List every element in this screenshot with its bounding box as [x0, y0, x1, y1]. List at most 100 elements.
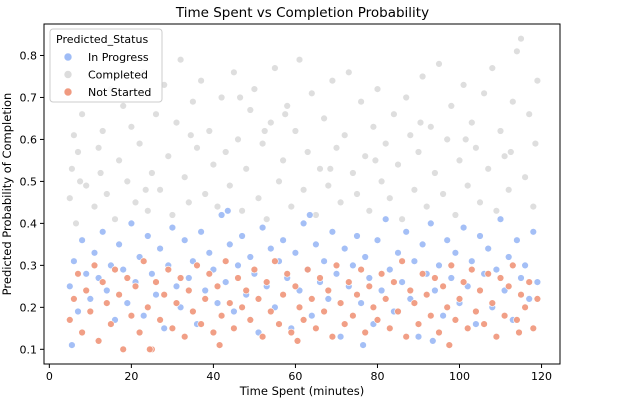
point-not-started: [455, 295, 464, 303]
point-not-started: [410, 299, 419, 307]
legend-title: Predicted_Status: [56, 33, 148, 46]
point-completed: [111, 215, 119, 223]
point-completed: [242, 165, 250, 173]
point-not-started: [332, 261, 341, 270]
point-not-started: [488, 299, 496, 307]
point-in-progress: [160, 324, 168, 332]
point-not-started: [90, 261, 99, 270]
point-completed: [234, 135, 242, 144]
point-in-progress: [226, 240, 234, 249]
point-completed: [341, 131, 349, 139]
point-not-started: [316, 274, 324, 282]
point-not-started: [515, 328, 523, 337]
point-in-progress: [357, 299, 365, 307]
point-not-started: [386, 324, 394, 332]
point-not-started: [447, 261, 455, 270]
point-not-started: [230, 324, 238, 332]
point-completed: [418, 72, 427, 81]
point-completed: [505, 186, 513, 194]
point-not-started: [283, 270, 291, 278]
point-completed: [476, 198, 484, 207]
point-completed: [320, 114, 328, 123]
point-not-started: [361, 328, 369, 337]
point-not-started: [484, 270, 492, 278]
point-completed: [324, 181, 332, 190]
legend-entries: In Progress Completed Not Started: [63, 51, 151, 99]
point-not-started: [146, 345, 154, 353]
point-completed: [402, 93, 410, 102]
point-not-started: [258, 333, 267, 341]
point-completed: [152, 110, 160, 118]
point-not-started: [304, 265, 312, 274]
point-completed: [189, 97, 197, 106]
point-not-started: [336, 299, 345, 307]
point-completed: [455, 156, 464, 165]
point-completed: [431, 169, 439, 177]
point-not-started: [250, 265, 259, 274]
point-not-started: [189, 307, 197, 316]
point-completed: [263, 215, 271, 223]
point-not-started: [213, 282, 222, 290]
point-not-started: [418, 270, 427, 278]
point-not-started: [144, 303, 152, 311]
point-in-progress: [533, 278, 542, 286]
point-in-progress: [349, 261, 357, 270]
point-completed: [382, 139, 390, 148]
point-not-started: [263, 278, 271, 286]
point-in-progress: [123, 299, 132, 307]
point-not-started: [299, 316, 308, 324]
point-in-progress: [398, 278, 406, 286]
point-in-progress: [148, 270, 156, 278]
point-completed: [533, 76, 542, 85]
point-completed: [427, 123, 435, 131]
point-in-progress: [361, 253, 369, 261]
point-not-started: [406, 286, 414, 295]
y-axis-label: Predicted Probability of Completion: [0, 93, 14, 296]
point-completed: [423, 202, 431, 211]
point-not-started: [86, 307, 95, 316]
point-completed: [326, 165, 334, 173]
point-in-progress: [86, 295, 95, 303]
point-completed: [308, 89, 316, 98]
point-in-progress: [267, 244, 275, 253]
point-completed: [435, 60, 443, 68]
point-in-progress: [353, 232, 361, 240]
point-completed: [205, 127, 214, 135]
point-completed: [197, 76, 205, 85]
point-completed: [365, 207, 373, 215]
point-in-progress: [517, 274, 525, 282]
point-not-started: [267, 307, 275, 316]
point-in-progress: [119, 265, 127, 274]
point-completed: [316, 165, 324, 173]
point-not-started: [500, 312, 509, 320]
point-in-progress: [505, 253, 513, 261]
point-in-progress: [152, 291, 160, 299]
y-tick-label: 0.2: [20, 301, 38, 314]
point-not-started: [382, 295, 390, 303]
plot-frame: [43, 23, 561, 365]
point-in-progress: [68, 341, 76, 349]
x-tick-label: 80: [370, 370, 384, 383]
point-completed: [488, 64, 496, 72]
point-completed: [115, 156, 123, 165]
point-in-progress: [156, 244, 164, 253]
point-not-started: [185, 286, 193, 295]
point-completed: [447, 102, 455, 110]
point-not-started: [513, 316, 521, 324]
point-in-progress: [308, 312, 316, 320]
point-not-started: [246, 316, 255, 324]
point-completed: [416, 118, 425, 127]
point-in-progress: [213, 299, 222, 307]
point-completed: [462, 135, 470, 144]
x-tick-label: 40: [206, 370, 220, 383]
point-completed: [464, 181, 472, 190]
point-completed: [283, 102, 291, 110]
point-completed: [119, 102, 127, 110]
point-not-started: [468, 265, 476, 274]
point-in-progress: [238, 232, 246, 240]
point-in-progress: [394, 249, 402, 257]
point-not-started: [308, 295, 316, 303]
point-in-progress: [90, 249, 99, 257]
point-in-progress: [217, 211, 226, 219]
point-completed: [222, 148, 230, 156]
